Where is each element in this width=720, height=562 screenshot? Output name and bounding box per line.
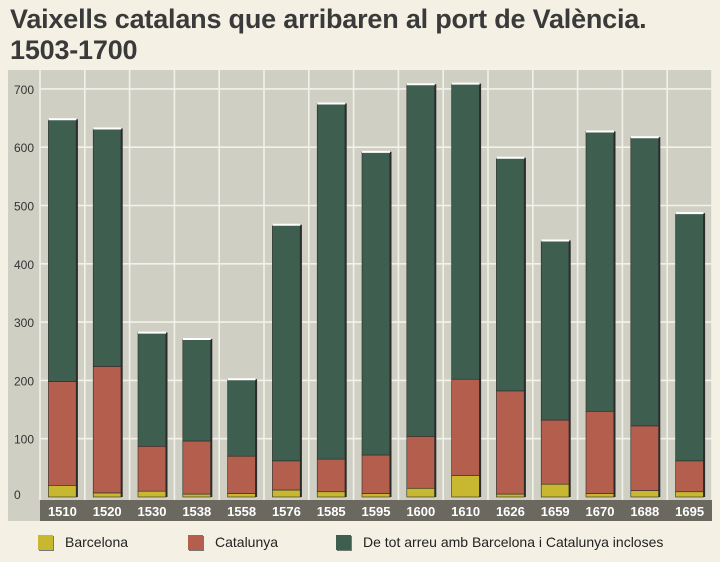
- y-tick-label: 300: [14, 316, 34, 330]
- x-tick-label: 1688: [630, 504, 659, 519]
- y-tick-label: 400: [14, 258, 34, 272]
- category-axis-strip: [40, 500, 712, 521]
- legend-item-catalunya: Catalunya: [188, 528, 278, 556]
- x-tick-label: 1585: [317, 504, 346, 519]
- x-tick-label: 1538: [182, 504, 211, 519]
- bar-segment-tot-arreu: [496, 157, 525, 392]
- bar-segment-catalunya: [361, 454, 391, 494]
- bar-segment-catalunya: [496, 390, 525, 495]
- legend-item-barcelona: Barcelona: [38, 528, 128, 556]
- bar-segment-catalunya: [585, 410, 615, 494]
- x-tick-label: 1600: [406, 504, 435, 519]
- bar-segment-tot-arreu: [585, 131, 615, 412]
- legend-label-tot-arreu: De tot arreu amb Barcelona i Catalunya i…: [363, 534, 664, 550]
- x-tick-label: 1595: [362, 504, 391, 519]
- bar-segment-barcelona: [406, 487, 436, 498]
- legend-swatch-tot-arreu: [336, 534, 351, 550]
- bar-segment-catalunya: [48, 381, 77, 486]
- bar-segment-tot-arreu: [316, 103, 346, 460]
- y-tick-label: 0: [14, 488, 21, 502]
- bar-segment-tot-arreu: [48, 118, 77, 382]
- bar-segment-barcelona: [540, 483, 570, 498]
- bar-segment-barcelona: [137, 490, 167, 498]
- bar-segment-catalunya: [227, 455, 256, 494]
- x-tick-label: 1670: [586, 504, 615, 519]
- bar-segment-barcelona: [585, 493, 615, 498]
- bar-segment-barcelona: [272, 489, 301, 498]
- legend-item-tot-arreu: De tot arreu amb Barcelona i Catalunya i…: [336, 528, 663, 556]
- bar-segment-tot-arreu: [675, 212, 704, 462]
- x-tick-label: 1558: [227, 504, 256, 519]
- bar-segment-tot-arreu: [182, 338, 212, 442]
- x-tick-label: 1576: [272, 504, 301, 519]
- bar-segment-catalunya: [316, 458, 346, 493]
- legend-label-barcelona: Barcelona: [65, 534, 129, 550]
- legend-label-catalunya: Catalunya: [215, 534, 279, 550]
- chart-title-line: Vaixells catalans que arribaren al port …: [10, 4, 647, 34]
- bar-segment-barcelona: [316, 491, 346, 498]
- chart-title: Vaixells catalans que arribaren al port …: [10, 4, 710, 66]
- bar-segment-tot-arreu: [227, 378, 256, 457]
- bar-segment-barcelona: [675, 491, 704, 498]
- bar-segment-catalunya: [137, 445, 167, 492]
- bar-segment-tot-arreu: [137, 332, 167, 447]
- y-tick-label: 100: [14, 433, 34, 447]
- bar-segment-catalunya: [406, 436, 436, 489]
- bar-segment-catalunya: [272, 460, 301, 491]
- bar-segment-barcelona: [92, 492, 122, 498]
- bar-segment-catalunya: [675, 460, 704, 493]
- bar-segment-barcelona: [630, 490, 660, 498]
- x-tick-label: 1695: [675, 504, 704, 519]
- bar-segment-catalunya: [182, 440, 212, 495]
- bar-segment-barcelona: [227, 493, 256, 498]
- bar-segment-tot-arreu: [361, 151, 391, 456]
- y-tick-label: 500: [14, 200, 34, 214]
- x-tick-label: 1510: [48, 504, 77, 519]
- bar-segment-barcelona: [182, 493, 212, 498]
- bar-segment-tot-arreu: [92, 128, 122, 367]
- x-tick-label: 1659: [541, 504, 570, 519]
- bar-segment-tot-arreu: [451, 83, 480, 380]
- bar-segment-tot-arreu: [406, 83, 436, 437]
- chart-subtitle: 1503-1700: [10, 35, 138, 65]
- bar-segment-catalunya: [540, 419, 570, 485]
- y-tick-label: 700: [14, 83, 34, 97]
- y-tick-label: 600: [14, 141, 34, 155]
- bar-segment-barcelona: [48, 485, 77, 498]
- bar-segment-tot-arreu: [272, 224, 301, 462]
- bar-segment-tot-arreu: [540, 240, 570, 421]
- y-tick-label: 200: [14, 374, 34, 388]
- legend-swatch-catalunya: [188, 534, 203, 550]
- x-tick-label: 1610: [451, 504, 480, 519]
- x-tick-label: 1626: [496, 504, 525, 519]
- bar-segment-catalunya: [451, 378, 480, 476]
- bar-segment-tot-arreu: [630, 136, 660, 427]
- bar-segment-barcelona: [361, 493, 391, 498]
- legend-swatch-barcelona: [38, 534, 53, 550]
- x-tick-label: 1530: [138, 504, 167, 519]
- x-tick-label: 1520: [93, 504, 122, 519]
- bar-segment-barcelona: [496, 493, 525, 498]
- bar-segment-catalunya: [92, 366, 122, 494]
- bar-segment-barcelona: [451, 475, 480, 498]
- bar-segment-catalunya: [630, 425, 660, 491]
